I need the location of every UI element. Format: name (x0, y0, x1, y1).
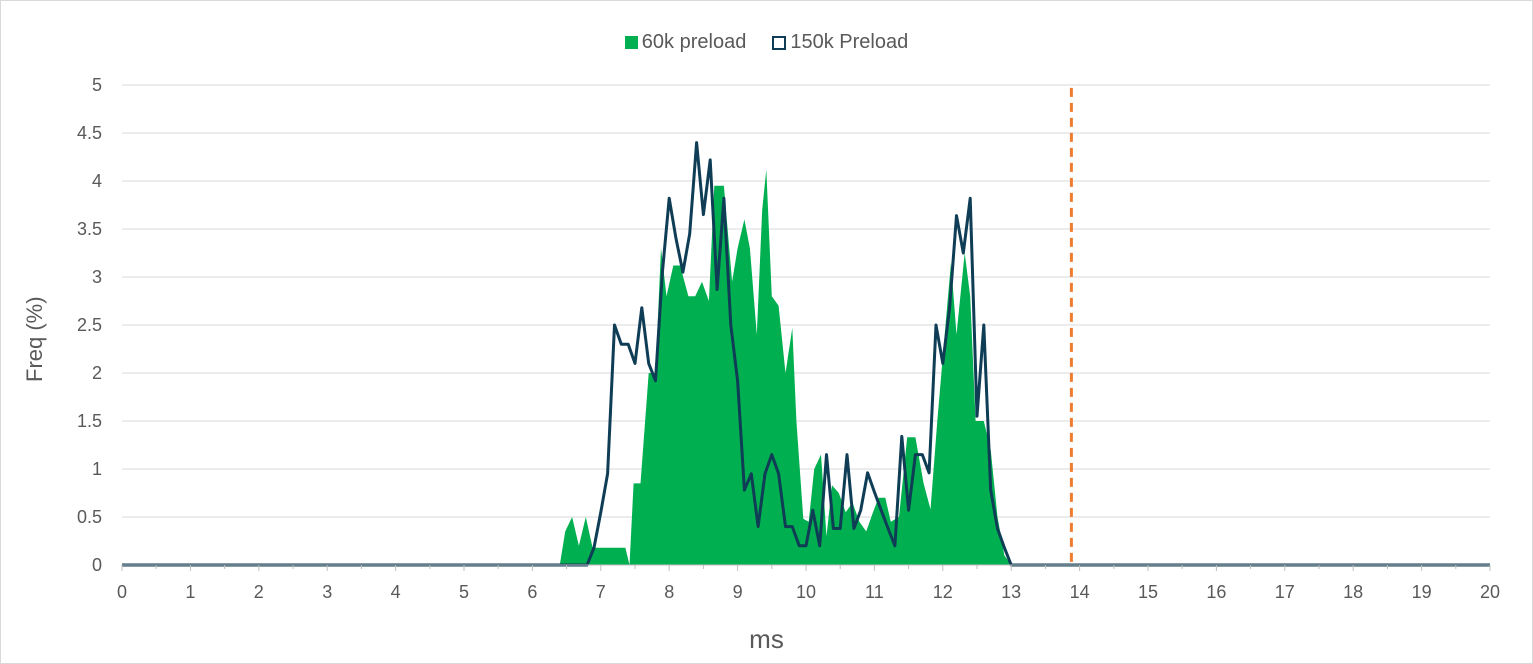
legend-swatch-60k (624, 36, 638, 49)
y-tick-label-1: 0.5 (77, 507, 102, 527)
x-tick-label-5: 5 (459, 582, 469, 602)
y-tick-label-6: 3 (92, 267, 102, 287)
legend-swatch-150k (772, 35, 787, 50)
x-tick-label-12: 12 (933, 582, 953, 602)
x-tick-label-10: 10 (796, 582, 816, 602)
y-axis-label: Freq (%) (22, 296, 47, 382)
y-tick-label-8: 4 (92, 171, 102, 191)
y-tick-label-4: 2 (92, 363, 102, 383)
x-tick-label-15: 15 (1138, 582, 1158, 602)
x-tick-label-9: 9 (733, 582, 743, 602)
x-tick-label-2: 2 (254, 582, 264, 602)
y-tick-label-7: 3.5 (77, 219, 102, 239)
y-tick-label-0: 0 (92, 555, 102, 575)
x-tick-label-16: 16 (1206, 582, 1226, 602)
series-150k-line (122, 141, 1490, 567)
x-tick-label-14: 14 (1070, 582, 1090, 602)
y-tick-label-2: 1 (92, 459, 102, 479)
x-tick-label-7: 7 (596, 582, 606, 602)
x-tick-label-20: 20 (1480, 582, 1500, 602)
y-tick-label-10: 5 (92, 75, 102, 95)
y-tick-label-3: 1.5 (77, 411, 102, 431)
x-tick-label-18: 18 (1343, 582, 1363, 602)
x-tick-label-17: 17 (1275, 582, 1295, 602)
x-tick-label-11: 11 (865, 582, 884, 602)
x-tick-label-0: 0 (117, 582, 127, 602)
x-tick-label-1: 1 (185, 582, 195, 602)
legend-label-150k: 150k Preload (790, 31, 909, 53)
x-tick-label-19: 19 (1412, 582, 1432, 602)
x-tick-label-4: 4 (391, 582, 401, 602)
legend-item-150k[interactable]: 150k Preload (772, 31, 908, 54)
x-tick-label-13: 13 (1001, 582, 1021, 602)
legend: 60k preload 150k Preload (0, 31, 1533, 54)
legend-item-60k[interactable]: 60k preload (624, 31, 747, 54)
y-tick-label-5: 2.5 (77, 315, 102, 335)
x-axis-label: ms (749, 624, 784, 654)
legend-label-60k: 60k preload (641, 31, 747, 53)
x-tick-label-6: 6 (527, 582, 537, 602)
x-tick-label-3: 3 (322, 582, 332, 602)
x-tick-label-8: 8 (664, 582, 674, 602)
y-tick-label-9: 4.5 (77, 123, 102, 143)
